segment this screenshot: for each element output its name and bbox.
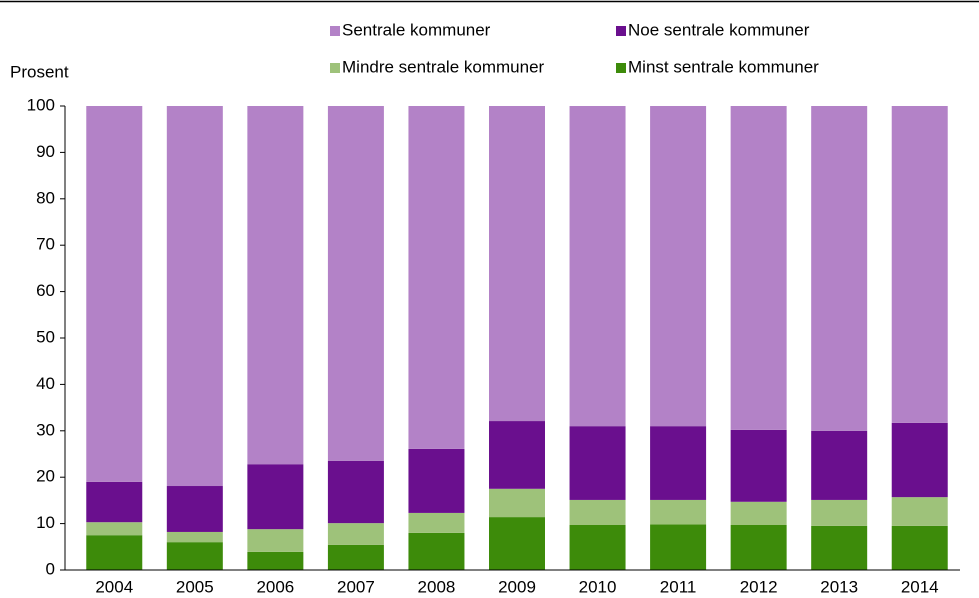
x-tick-label: 2004 [95, 577, 133, 596]
bar-segment [811, 106, 868, 431]
legend-swatch [330, 26, 340, 36]
legend-label: Minst sentrale kommuner [628, 57, 819, 76]
bar-segment [408, 532, 465, 570]
bar-segment [86, 481, 143, 523]
bar-segment [166, 531, 223, 543]
y-tick-label: 80 [36, 188, 55, 207]
bar-segment [569, 106, 626, 427]
y-tick-label: 0 [46, 559, 55, 578]
bar-segment [891, 106, 948, 423]
bar-segment [569, 524, 626, 570]
bar-segment [166, 486, 223, 532]
bar-segment [489, 517, 545, 570]
bar-segment [86, 106, 143, 482]
bar-segment [569, 426, 626, 500]
bar-segment [489, 106, 545, 422]
bar-segment [86, 522, 143, 536]
bar-segment [327, 106, 384, 461]
bar-segment [569, 499, 626, 525]
legend-swatch [616, 26, 626, 36]
y-tick-label: 40 [36, 374, 55, 393]
x-tick-label: 2008 [418, 577, 456, 596]
y-tick-label: 50 [36, 327, 55, 346]
bar-segment [811, 525, 868, 570]
y-tick-label: 100 [27, 95, 55, 114]
bar-segment [327, 544, 384, 570]
y-tick-label: 10 [36, 513, 55, 532]
legend-label: Sentrale kommuner [342, 20, 491, 39]
y-tick-label: 30 [36, 420, 55, 439]
bar-segment [408, 106, 465, 449]
legend-label: Mindre sentrale kommuner [342, 57, 545, 76]
legend-swatch [330, 63, 340, 73]
y-tick-label: 90 [36, 142, 55, 161]
bar-segment [247, 529, 304, 552]
bar-segment [811, 499, 868, 526]
bar-segment [247, 106, 304, 465]
x-tick-label: 2010 [579, 577, 617, 596]
x-tick-label: 2009 [498, 577, 536, 596]
bar-segment [327, 523, 384, 545]
x-tick-label: 2013 [820, 577, 858, 596]
bar-segment [650, 524, 707, 570]
y-tick-label: 20 [36, 467, 55, 486]
bar-segment [730, 106, 787, 430]
bar-segment [166, 106, 223, 487]
bar-segment [327, 460, 384, 524]
bar-segment [408, 512, 465, 533]
bar-segment [650, 106, 707, 427]
x-tick-label: 2006 [256, 577, 294, 596]
bar-segment [489, 421, 545, 489]
x-tick-label: 2014 [901, 577, 939, 596]
y-tick-label: 70 [36, 235, 55, 254]
bar-segment [730, 429, 787, 502]
bar-segment [408, 448, 465, 513]
x-tick-label: 2012 [740, 577, 778, 596]
bar-segment [86, 535, 143, 570]
x-tick-label: 2007 [337, 577, 375, 596]
bar-segment [247, 464, 304, 530]
y-tick-label: 60 [36, 281, 55, 300]
bar-segment [489, 488, 545, 518]
bar-segment [891, 497, 948, 526]
bar-segment [247, 551, 304, 570]
bar-segment [650, 499, 707, 525]
legend-label: Noe sentrale kommuner [628, 20, 810, 39]
bar-segment [730, 501, 787, 525]
bar-segment [811, 430, 868, 500]
bar-segment [166, 542, 223, 570]
y-axis-label: Prosent [10, 62, 69, 81]
bar-segment [650, 426, 707, 500]
x-tick-label: 2005 [176, 577, 214, 596]
x-tick-label: 2011 [660, 577, 697, 596]
legend-swatch [616, 63, 626, 73]
bar-segment [891, 525, 948, 570]
bar-segment [730, 524, 787, 570]
bar-segment [891, 422, 948, 498]
